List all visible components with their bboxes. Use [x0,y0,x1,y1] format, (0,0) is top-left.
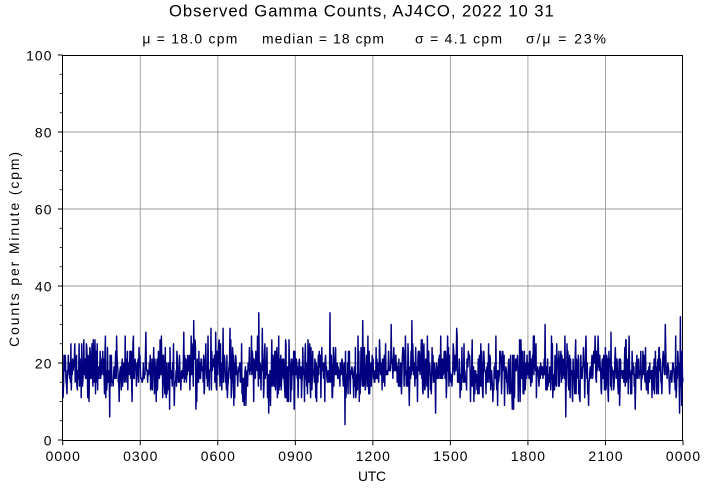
svg-text:0600: 0600 [201,448,236,464]
svg-text:UTC: UTC [358,468,386,484]
svg-text:0: 0 [44,433,53,449]
svg-text:80: 80 [35,125,53,141]
svg-text:σ/μ = 23%: σ/μ = 23% [526,31,608,47]
svg-text:0900: 0900 [278,448,313,464]
svg-text:median = 18 cpm: median = 18 cpm [262,31,385,47]
svg-text:1800: 1800 [511,448,546,464]
svg-text:0000: 0000 [666,448,701,464]
svg-text:0000: 0000 [46,448,81,464]
svg-text:40: 40 [35,279,53,295]
svg-text:2100: 2100 [588,448,623,464]
svg-text:1500: 1500 [433,448,468,464]
svg-text:0300: 0300 [123,448,158,464]
svg-text:σ = 4.1 cpm: σ = 4.1 cpm [415,31,503,47]
svg-text:100: 100 [26,48,52,64]
svg-text:Counts per Minute (cpm): Counts per Minute (cpm) [6,150,22,347]
svg-text:1200: 1200 [356,448,391,464]
svg-text:60: 60 [35,202,53,218]
svg-text:20: 20 [35,356,53,372]
svg-text:μ = 18.0 cpm: μ = 18.0 cpm [142,31,238,47]
svg-text:Observed Gamma Counts, AJ4CO,: Observed Gamma Counts, AJ4CO, 2022 10 31 [169,2,555,21]
